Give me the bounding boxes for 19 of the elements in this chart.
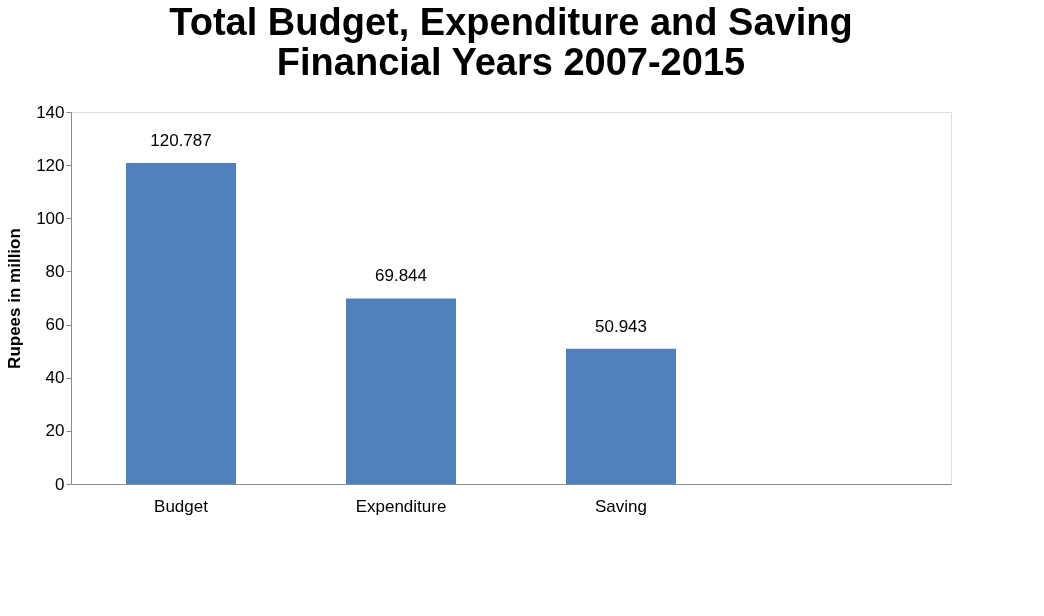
- y-tick-label: 0: [55, 474, 65, 494]
- x-tick-label: Saving: [595, 496, 647, 516]
- bar: [346, 298, 456, 484]
- bar: [126, 163, 236, 484]
- x-tick-label: Expenditure: [355, 496, 447, 516]
- data-label: 69.844: [375, 266, 427, 286]
- y-tick-label: 140: [36, 102, 65, 122]
- y-tick-label: 40: [45, 368, 65, 388]
- y-tick-label: 80: [45, 261, 65, 281]
- y-axis-title: Rupees in million: [5, 228, 25, 369]
- x-tick-label: Budget: [154, 496, 209, 516]
- y-tick-label: 120: [36, 155, 65, 175]
- y-tick-label: 100: [36, 208, 65, 228]
- y-tick-label: 20: [45, 421, 65, 441]
- bar: [566, 348, 676, 484]
- chart-title: Total Budget, Expenditure and Saving Financial Years 2007-2015: [169, 1, 853, 83]
- y-tick-label: 60: [45, 315, 65, 335]
- data-label: 50.943: [595, 316, 647, 336]
- data-label: 120.787: [150, 131, 212, 151]
